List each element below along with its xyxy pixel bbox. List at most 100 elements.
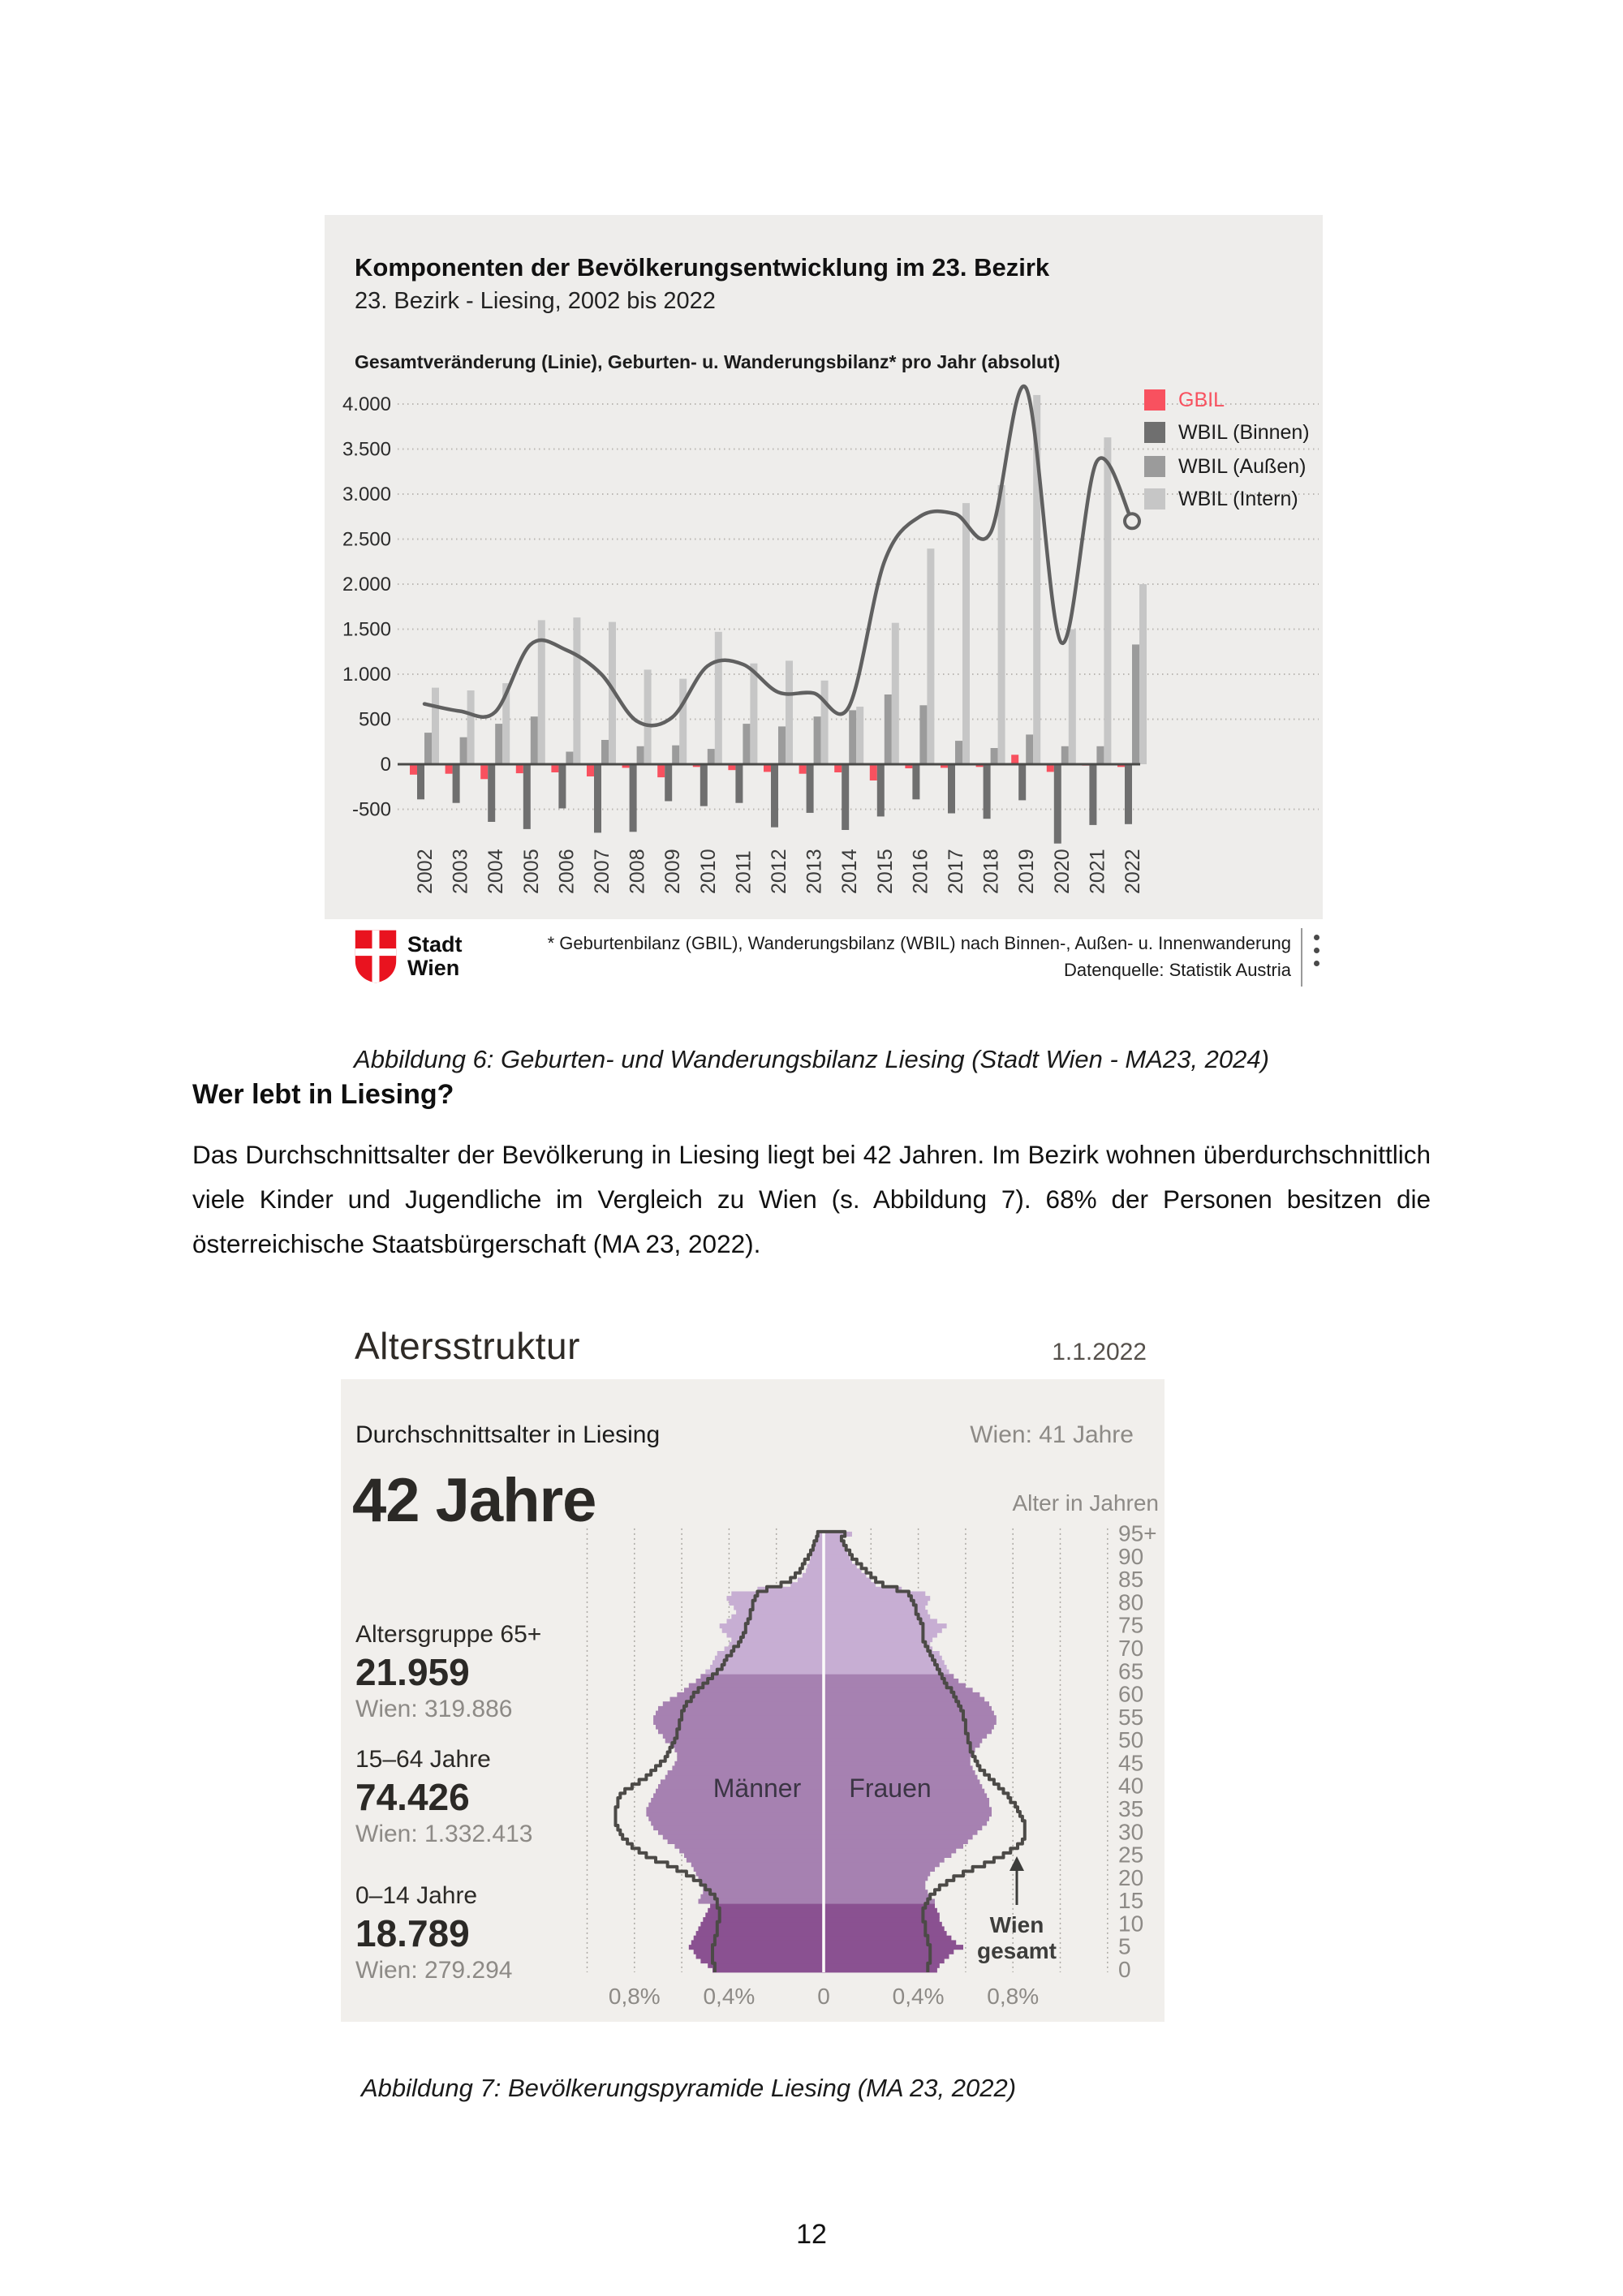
logo-text-line2: Wien [407, 956, 460, 980]
svg-text:1.000: 1.000 [342, 664, 391, 686]
svg-text:2.500: 2.500 [342, 529, 391, 551]
wien-shield-icon [355, 930, 397, 983]
svg-text:2014: 2014 [838, 849, 861, 894]
body-paragraph: Das Durchschnittsalter der Bevölkerung i… [192, 1140, 1431, 1258]
chart-source-block: * Geburtenbilanz (GBIL), Wanderungsbilan… [548, 923, 1323, 987]
stat-15-64: 15–64 Jahre 74.426 Wien: 1.332.413 [355, 1746, 532, 1848]
chart-footnote: * Geburtenbilanz (GBIL), Wanderungsbilan… [547, 933, 1291, 953]
svg-text:2021: 2021 [1086, 849, 1109, 894]
svg-text:2004: 2004 [484, 849, 507, 894]
chart-axis-note: Gesamtveränderung (Linie), Geburten- u. … [355, 351, 1061, 372]
svg-text:1.500: 1.500 [342, 619, 391, 641]
svg-text:85: 85 [1118, 1567, 1143, 1592]
figure6-caption: Abbildung 6: Geburten- und Wanderungsbil… [354, 1045, 1269, 1073]
svg-text:2005: 2005 [520, 849, 543, 894]
svg-text:2006: 2006 [555, 849, 578, 894]
svg-text:65: 65 [1118, 1658, 1143, 1683]
svg-text:10: 10 [1118, 1911, 1143, 1936]
svg-text:60: 60 [1118, 1682, 1143, 1707]
svg-text:WBIL (Außen): WBIL (Außen) [1178, 455, 1306, 478]
pyramid-subtitle-right: Wien: 41 Jahre [970, 1421, 1134, 1448]
svg-text:2007: 2007 [591, 849, 613, 894]
svg-text:2022: 2022 [1121, 849, 1144, 894]
stat-wien: Wien: 1.332.413 [355, 1821, 533, 1847]
svg-text:2003: 2003 [450, 849, 472, 894]
svg-text:90: 90 [1118, 1544, 1143, 1569]
svg-text:75: 75 [1118, 1613, 1143, 1638]
chart-footer: Stadt Wien * Geburtenbilanz (GBIL), Wand… [325, 923, 1323, 996]
section-heading: Wer lebt in Liesing? [192, 1079, 454, 1110]
population-development-chart: 4.000 3.500 3.000 2.500 2.000 1.500 1.000 500 0 -… [342, 384, 1319, 894]
svg-text:-500: -500 [352, 799, 391, 821]
svg-text:0: 0 [817, 1984, 830, 2009]
svg-text:35: 35 [1118, 1796, 1143, 1821]
stadt-wien-logo: Stadt Wien [325, 923, 463, 985]
page-number: 12 [796, 2219, 827, 2250]
pyramid-subtitle-left: Durchschnittsalter in Liesing [355, 1421, 661, 1448]
svg-text:2008: 2008 [626, 849, 649, 894]
chart-datasource: Datenquelle: Statistik Austria [1063, 960, 1291, 980]
svg-text:Wien: Wien [990, 1912, 1044, 1937]
svg-text:20: 20 [1118, 1865, 1143, 1890]
svg-text:WBIL (Intern): WBIL (Intern) [1178, 488, 1298, 510]
svg-text:70: 70 [1118, 1636, 1143, 1661]
svg-text:2019: 2019 [1015, 849, 1038, 894]
svg-text:2015: 2015 [874, 849, 897, 894]
svg-text:2020: 2020 [1051, 849, 1074, 894]
average-age-value: 42 Jahre [352, 1466, 596, 1535]
svg-text:2.000: 2.000 [342, 574, 391, 595]
stat-label: 15–64 Jahre [355, 1746, 491, 1773]
svg-text:Männer: Männer [713, 1774, 802, 1803]
stat-value: 18.789 [355, 1912, 470, 1954]
kebab-menu-icon[interactable] [1312, 923, 1323, 987]
pyramid-panel: Durchschnittsalter in Liesing Wien: 41 J… [341, 1379, 1165, 2022]
svg-text:2010: 2010 [697, 849, 720, 894]
age-structure-figure: Altersstruktur 1.1.2022 Durchschnittsalt… [341, 1313, 1165, 2022]
svg-text:2011: 2011 [732, 850, 755, 894]
stat-wien: Wien: 279.294 [355, 1957, 513, 1984]
figure7-caption: Abbildung 7: Bevölkerungspyramide Liesin… [361, 2074, 1017, 2102]
stat-label: 0–14 Jahre [355, 1882, 478, 1909]
svg-text:3.500: 3.500 [342, 439, 391, 461]
stat-65plus: Altersgruppe 65+ 21.959 Wien: 319.886 [355, 1621, 541, 1723]
svg-text:95+: 95+ [1118, 1521, 1157, 1546]
svg-text:Alter in Jahren: Alter in Jahren [1012, 1490, 1159, 1516]
chart-title: Komponenten der Bevölkerungsentwicklung … [355, 253, 1050, 282]
svg-text:500: 500 [359, 709, 391, 731]
svg-text:2013: 2013 [803, 849, 826, 894]
svg-text:80: 80 [1118, 1589, 1143, 1615]
svg-text:0,4%: 0,4% [703, 1984, 755, 2009]
svg-text:GBIL: GBIL [1178, 389, 1225, 411]
svg-text:0,8%: 0,8% [609, 1984, 661, 2009]
svg-text:3.000: 3.000 [342, 484, 391, 505]
population-pyramid-chart: Alter in Jahren 95+9085807570656055504540… [586, 1490, 1159, 2009]
population-development-figure: Komponenten der Bevölkerungsentwicklung … [325, 215, 1323, 919]
pyramid-title: Altersstruktur [355, 1325, 580, 1367]
svg-text:25: 25 [1118, 1842, 1143, 1868]
svg-text:0,4%: 0,4% [893, 1984, 945, 2009]
svg-text:4.000: 4.000 [342, 393, 391, 415]
svg-text:0: 0 [1118, 1957, 1131, 1982]
svg-text:2009: 2009 [661, 849, 684, 894]
svg-text:0,8%: 0,8% [987, 1984, 1039, 2009]
svg-text:2016: 2016 [909, 849, 932, 894]
svg-text:0: 0 [381, 754, 391, 776]
stat-label: Altersgruppe 65+ [355, 1621, 542, 1648]
svg-text:2017: 2017 [945, 849, 967, 894]
svg-text:55: 55 [1118, 1705, 1143, 1730]
stat-wien: Wien: 319.886 [355, 1696, 513, 1722]
footer-divider [1301, 928, 1302, 987]
stat-value: 21.959 [355, 1651, 470, 1693]
svg-text:2012: 2012 [768, 849, 790, 894]
svg-text:2018: 2018 [980, 849, 1003, 894]
svg-text:40: 40 [1118, 1774, 1143, 1799]
pyramid-date: 1.1.2022 [1052, 1339, 1147, 1365]
svg-text:WBIL (Binnen): WBIL (Binnen) [1178, 421, 1310, 444]
stat-value: 74.426 [355, 1776, 470, 1818]
svg-text:2002: 2002 [414, 849, 437, 894]
svg-text:45: 45 [1118, 1750, 1143, 1775]
logo-text-line1: Stadt [407, 932, 463, 957]
chart-subtitle: 23. Bezirk - Liesing, 2002 bis 2022 [355, 288, 716, 314]
svg-text:50: 50 [1118, 1727, 1143, 1752]
